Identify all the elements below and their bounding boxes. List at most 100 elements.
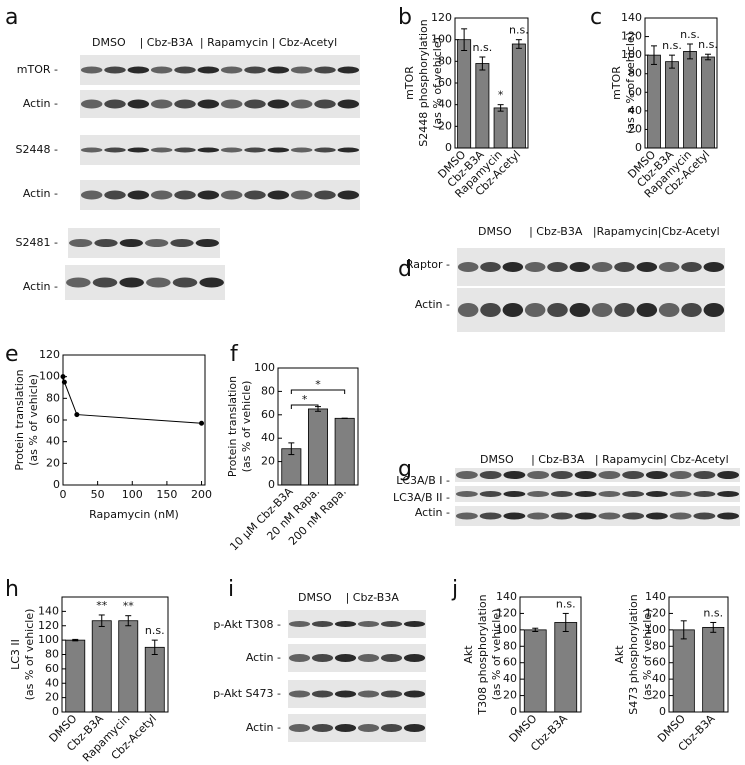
y-tick-label: 120 xyxy=(496,606,517,619)
blot-row-label: Actin - xyxy=(415,298,450,311)
blot-band xyxy=(547,262,568,272)
y-tick-label: 60 xyxy=(46,413,60,426)
bar xyxy=(144,646,165,713)
blot-band xyxy=(457,262,479,272)
bar xyxy=(65,639,86,713)
blot-band xyxy=(614,303,635,317)
blot-band xyxy=(527,491,550,497)
blot-band xyxy=(150,99,173,109)
y-tick-label: 60 xyxy=(438,76,452,89)
y-tick-label: 40 xyxy=(438,98,452,111)
blot-band xyxy=(380,621,403,627)
plot-frame xyxy=(668,596,729,713)
blot-band xyxy=(314,147,336,153)
blot-band xyxy=(220,66,243,74)
blot-band xyxy=(146,277,171,288)
y-tick-label: 0 xyxy=(52,705,59,718)
blot-row-label: Actin - xyxy=(246,721,281,734)
blot-band xyxy=(569,262,591,272)
blot-band xyxy=(455,491,478,497)
bar xyxy=(672,629,695,713)
bar xyxy=(457,39,472,149)
blot-band xyxy=(598,512,621,520)
blot-band xyxy=(645,471,668,479)
blot-band xyxy=(479,512,502,520)
blot-band xyxy=(80,66,103,74)
bar xyxy=(493,107,508,149)
blot-header: DMSO | Cbz-B3A | Rapamycin| Cbz-Acetyl xyxy=(480,453,729,466)
y-tick-label: 140 xyxy=(645,590,666,603)
blot-band xyxy=(455,471,478,479)
plot-frame xyxy=(62,354,206,486)
y-tick-label: 0 xyxy=(659,705,666,718)
blot-band xyxy=(403,654,426,662)
y-tick-label: 100 xyxy=(431,33,452,46)
blot-band xyxy=(199,277,224,288)
blot-band xyxy=(288,724,311,732)
blot-band xyxy=(80,190,103,200)
blot-band xyxy=(622,471,645,479)
blot-band xyxy=(127,99,150,109)
y-axis-label: Protein translation xyxy=(13,369,26,470)
blot-band xyxy=(574,491,597,497)
y-tick-label: 100 xyxy=(621,48,642,61)
blot-band xyxy=(503,512,526,520)
blot-band xyxy=(80,99,103,109)
bar xyxy=(665,61,679,149)
y-axis-label: (as % of vehicle) xyxy=(27,374,40,466)
blot-band xyxy=(457,303,479,317)
y-tick-label: 100 xyxy=(496,623,517,636)
y-axis-label: mTOR xyxy=(403,66,416,100)
bar xyxy=(307,408,328,486)
blot-strip xyxy=(288,644,426,672)
blot-band xyxy=(244,190,266,200)
blot-band xyxy=(314,99,336,109)
blot-band xyxy=(479,491,502,497)
y-tick-label: 0 xyxy=(445,141,452,154)
y-axis-label: Akt xyxy=(462,645,475,664)
blot-band xyxy=(527,471,550,479)
blot-band xyxy=(197,66,220,74)
blot-band xyxy=(550,512,573,520)
blot-band xyxy=(337,66,360,74)
blot-strip xyxy=(288,680,426,708)
data-point xyxy=(74,412,80,418)
blot-band xyxy=(591,303,613,317)
blot-band xyxy=(337,147,360,153)
x-tick-label: 50 xyxy=(91,488,105,501)
blot-band xyxy=(94,239,118,247)
blot-row-label: mTOR - xyxy=(17,63,58,76)
y-tick-label: 100 xyxy=(39,370,60,383)
panel-letter: h xyxy=(5,577,19,602)
x-axis-label: Rapamycin (nM) xyxy=(89,508,179,521)
blot-band xyxy=(380,654,403,662)
blot-strip xyxy=(68,228,220,258)
blot-row-label: Actin - xyxy=(23,97,58,110)
blot-band xyxy=(104,190,126,200)
blot-band xyxy=(288,690,311,698)
significance-label: * xyxy=(315,378,321,391)
blot-band xyxy=(669,512,692,520)
significance-bracket xyxy=(290,389,346,394)
blot-band xyxy=(524,303,546,317)
bar xyxy=(523,629,547,713)
blot-row-label: Actin - xyxy=(415,506,450,519)
blot-band xyxy=(669,491,692,497)
blot-band xyxy=(290,190,313,200)
y-tick-label: 60 xyxy=(261,408,275,421)
y-axis-label: Protein translation xyxy=(226,376,239,477)
panel-letter: j xyxy=(451,577,458,602)
blot-strip xyxy=(288,610,426,638)
y-tick-label: 100 xyxy=(38,633,59,646)
plot-frame xyxy=(519,596,582,713)
blot-band xyxy=(170,239,194,247)
blot-band xyxy=(314,190,336,200)
blot-header: DMSO | Cbz-B3A xyxy=(298,591,399,604)
bar xyxy=(701,56,715,149)
blot-band xyxy=(174,99,196,109)
blot-band xyxy=(150,190,173,200)
y-tick-label: 100 xyxy=(254,361,275,374)
blot-band xyxy=(357,621,380,627)
y-tick-label: 120 xyxy=(431,11,452,24)
panel-letter: a xyxy=(5,5,18,30)
